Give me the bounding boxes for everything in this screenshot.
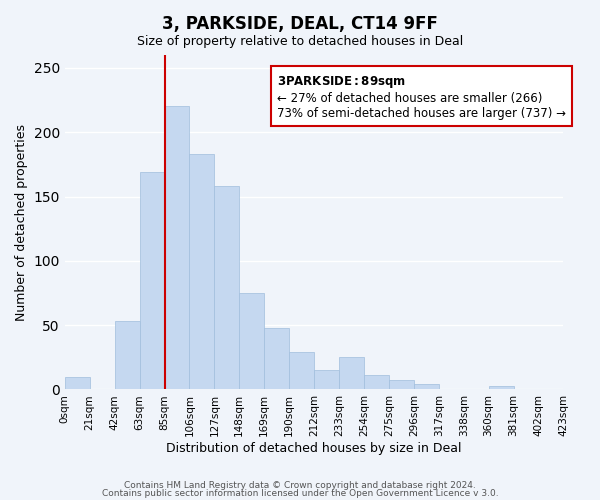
Text: Contains public sector information licensed under the Open Government Licence v : Contains public sector information licen… (101, 488, 499, 498)
Bar (115, 322, 140, 390)
Text: 3, PARKSIDE, DEAL, CT14 9FF: 3, PARKSIDE, DEAL, CT14 9FF (162, 15, 438, 33)
Y-axis label: Number of detached properties: Number of detached properties (15, 124, 28, 320)
Bar (164, 106, 190, 390)
Bar (239, 293, 264, 390)
Bar (65, 376, 90, 390)
Bar (389, 380, 414, 390)
Bar (214, 186, 239, 390)
Text: $\bf{3 PARKSIDE: 89sqm}$
← 27% of detached houses are smaller (266)
73% of semi-: $\bf{3 PARKSIDE: 89sqm}$ ← 27% of detach… (277, 74, 566, 120)
Bar (264, 328, 289, 390)
Bar (339, 358, 364, 390)
Bar (314, 370, 339, 390)
Bar (190, 154, 214, 390)
Bar (289, 352, 314, 390)
Bar (414, 384, 439, 390)
X-axis label: Distribution of detached houses by size in Deal: Distribution of detached houses by size … (166, 442, 462, 455)
Bar (140, 172, 164, 390)
Text: Contains HM Land Registry data © Crown copyright and database right 2024.: Contains HM Land Registry data © Crown c… (124, 481, 476, 490)
Bar (488, 386, 514, 390)
Bar (364, 376, 389, 390)
Text: Size of property relative to detached houses in Deal: Size of property relative to detached ho… (137, 35, 463, 48)
